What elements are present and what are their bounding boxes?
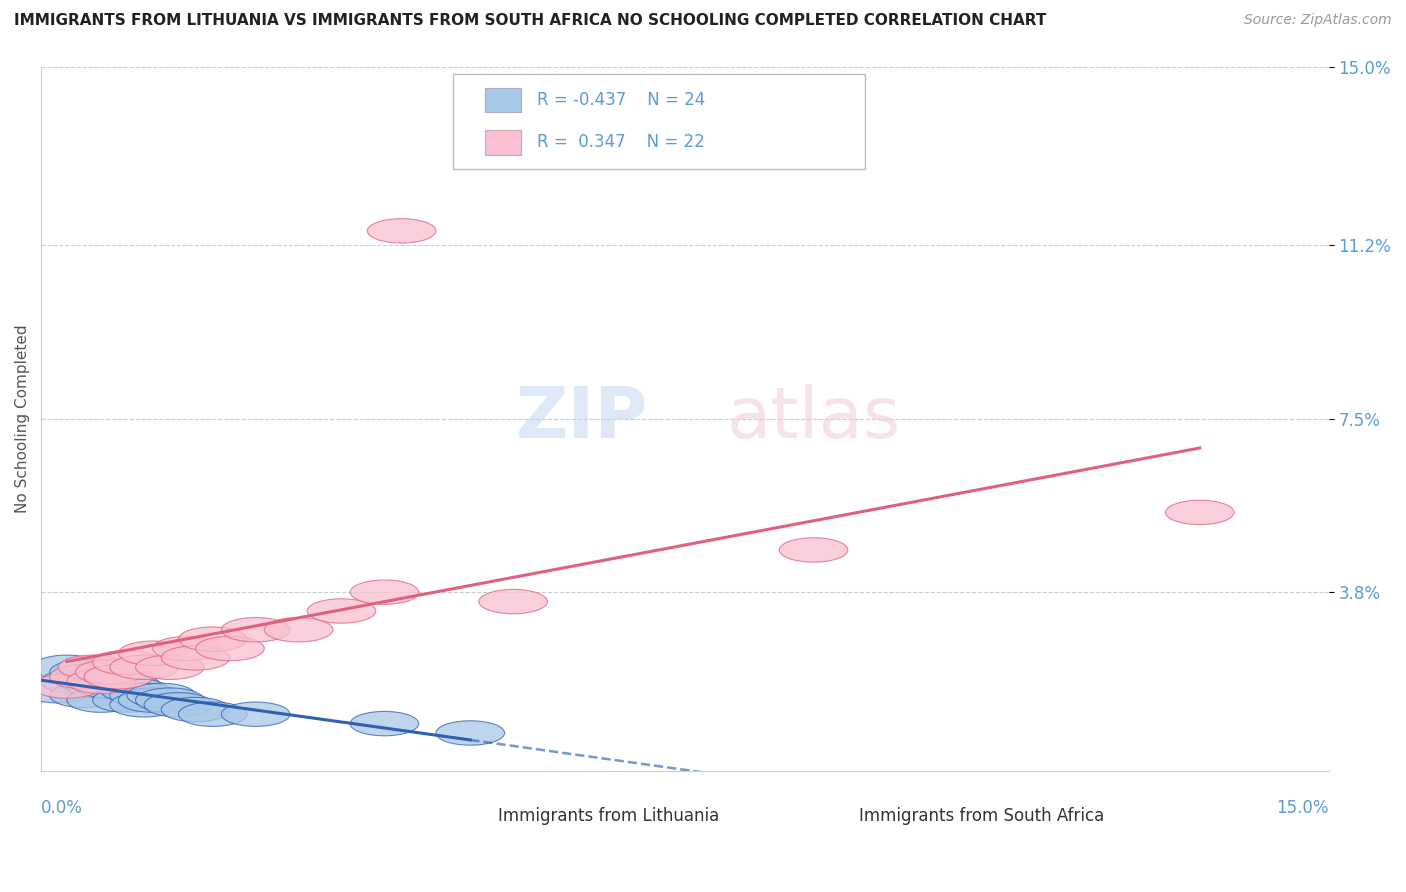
Ellipse shape — [135, 655, 204, 680]
Text: Source: ZipAtlas.com: Source: ZipAtlas.com — [1244, 13, 1392, 28]
Ellipse shape — [179, 627, 247, 651]
Ellipse shape — [76, 673, 143, 698]
Ellipse shape — [101, 679, 170, 703]
Ellipse shape — [58, 655, 127, 680]
Ellipse shape — [110, 692, 179, 717]
Text: Immigrants from South Africa: Immigrants from South Africa — [859, 806, 1104, 824]
FancyBboxPatch shape — [485, 87, 522, 112]
FancyBboxPatch shape — [453, 805, 489, 827]
Ellipse shape — [93, 688, 162, 713]
Y-axis label: No Schooling Completed: No Schooling Completed — [15, 325, 30, 513]
FancyBboxPatch shape — [814, 805, 849, 827]
Ellipse shape — [93, 673, 162, 698]
FancyBboxPatch shape — [453, 74, 865, 169]
Text: 0.0%: 0.0% — [41, 798, 83, 817]
Ellipse shape — [41, 669, 110, 694]
Text: R =  0.347    N = 22: R = 0.347 N = 22 — [537, 133, 704, 151]
Text: 15.0%: 15.0% — [1277, 798, 1329, 817]
Ellipse shape — [162, 698, 231, 722]
Ellipse shape — [67, 688, 135, 713]
Ellipse shape — [350, 712, 419, 736]
Ellipse shape — [153, 636, 221, 661]
Ellipse shape — [110, 683, 179, 707]
Ellipse shape — [195, 636, 264, 661]
Text: IMMIGRANTS FROM LITHUANIA VS IMMIGRANTS FROM SOUTH AFRICA NO SCHOOLING COMPLETED: IMMIGRANTS FROM LITHUANIA VS IMMIGRANTS … — [14, 13, 1046, 29]
Ellipse shape — [221, 702, 290, 726]
Text: ZIP: ZIP — [516, 384, 648, 453]
Ellipse shape — [32, 673, 101, 698]
Ellipse shape — [436, 721, 505, 745]
Ellipse shape — [49, 665, 118, 689]
Ellipse shape — [67, 673, 135, 698]
Ellipse shape — [84, 665, 153, 689]
Ellipse shape — [779, 538, 848, 562]
Ellipse shape — [1166, 500, 1234, 524]
Ellipse shape — [118, 641, 187, 665]
Ellipse shape — [307, 599, 375, 624]
Ellipse shape — [32, 655, 101, 680]
Ellipse shape — [127, 683, 195, 707]
Ellipse shape — [24, 679, 93, 703]
Ellipse shape — [162, 646, 231, 670]
Ellipse shape — [84, 665, 153, 689]
Ellipse shape — [93, 650, 162, 674]
Ellipse shape — [179, 702, 247, 726]
Ellipse shape — [110, 655, 179, 680]
Ellipse shape — [350, 580, 419, 605]
Ellipse shape — [367, 219, 436, 243]
Ellipse shape — [58, 669, 127, 694]
FancyBboxPatch shape — [485, 130, 522, 154]
Text: atlas: atlas — [727, 384, 901, 453]
Ellipse shape — [135, 688, 204, 713]
Ellipse shape — [67, 669, 135, 694]
Ellipse shape — [221, 617, 290, 642]
Text: Immigrants from Lithuania: Immigrants from Lithuania — [498, 806, 720, 824]
Ellipse shape — [76, 660, 143, 684]
Ellipse shape — [118, 688, 187, 713]
Text: R = -0.437    N = 24: R = -0.437 N = 24 — [537, 91, 704, 109]
Ellipse shape — [143, 692, 212, 717]
Ellipse shape — [49, 683, 118, 707]
Ellipse shape — [479, 590, 547, 614]
Ellipse shape — [49, 660, 118, 684]
Ellipse shape — [264, 617, 333, 642]
